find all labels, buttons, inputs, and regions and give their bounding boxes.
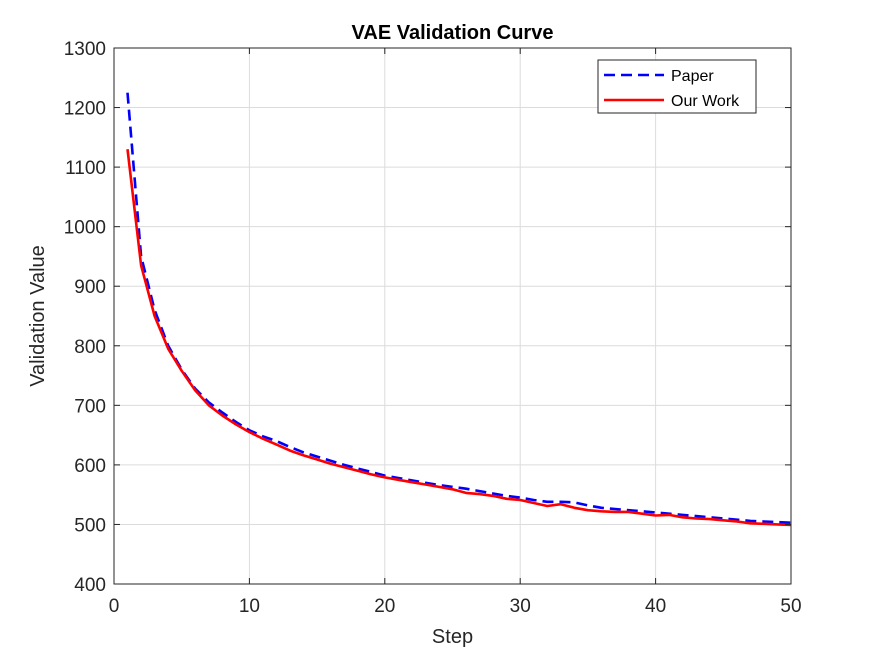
x-tick-label: 20: [374, 596, 395, 617]
x-tick-label: 50: [780, 596, 801, 617]
y-tick-label: 800: [74, 337, 106, 358]
legend-box: [597, 59, 757, 114]
series-line-our-work: [126, 149, 792, 527]
x-tick-label: 0: [109, 596, 120, 617]
plot-area: [114, 48, 791, 584]
series-group: [126, 92, 792, 527]
legend: Paper Our Work: [597, 59, 757, 114]
y-tick-label: 400: [74, 575, 106, 596]
plot-frame: [113, 47, 792, 585]
y-axis-label: Validation Value: [27, 245, 49, 387]
x-tick-label: 40: [645, 596, 666, 617]
axis-ticks: 0 10 20 30 40 50 400 500 600 700 800 900 1000 1100 120…: [64, 39, 802, 617]
y-tick-label: 1000: [64, 218, 106, 239]
y-tick-label: 1200: [64, 99, 106, 120]
chart-title: VAE Validation Curve: [352, 22, 554, 44]
grid: [113, 47, 792, 585]
series-line-paper: [126, 92, 792, 524]
y-tick-label: 1300: [64, 39, 106, 60]
y-tick-label: 600: [74, 456, 106, 477]
x-axis-label: Step: [432, 626, 473, 648]
y-tick-label: 900: [74, 277, 106, 298]
x-tick-label: 10: [239, 596, 260, 617]
legend-label-our-work: Our Work: [671, 93, 740, 110]
legend-label-paper: Paper: [671, 68, 714, 85]
y-tick-label: 700: [74, 396, 106, 417]
y-tick-label: 1100: [65, 158, 106, 179]
x-tick-label: 30: [510, 596, 531, 617]
y-tick-label: 500: [74, 515, 106, 536]
